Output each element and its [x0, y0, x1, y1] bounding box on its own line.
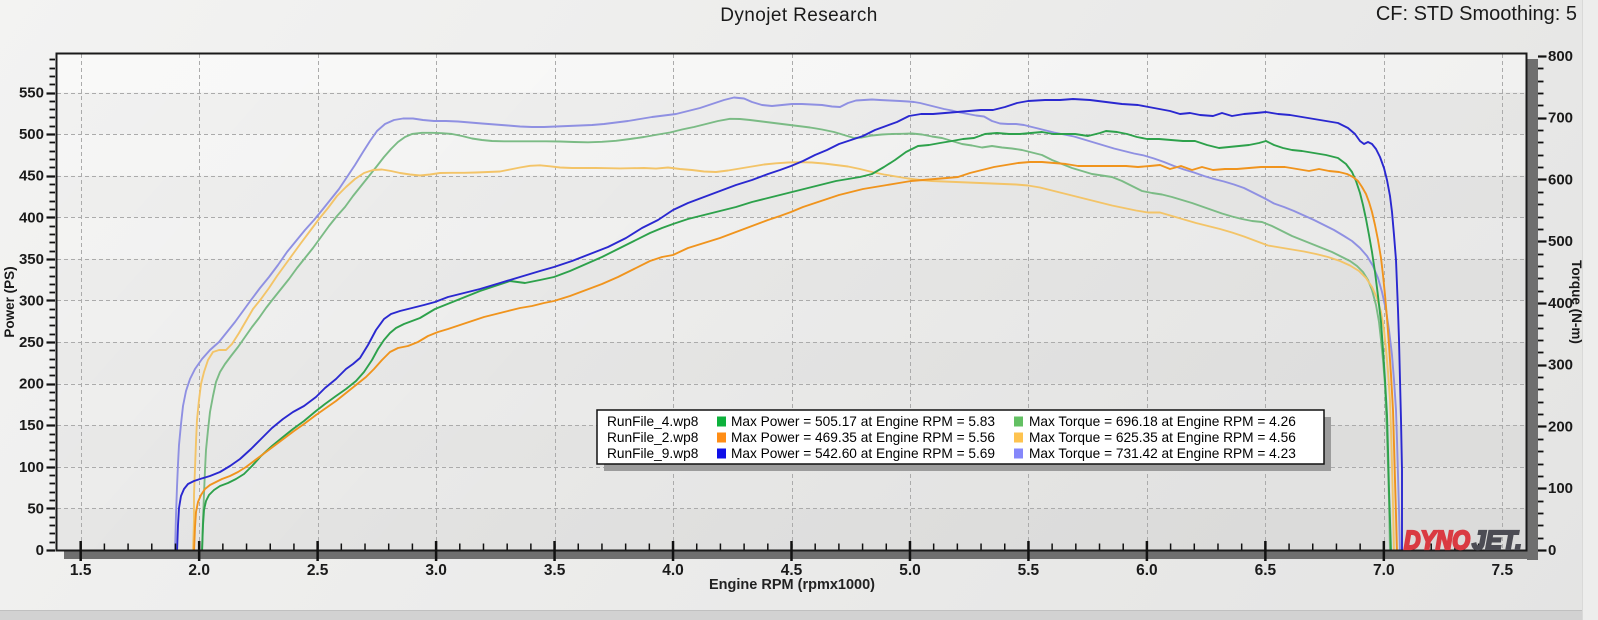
svg-text:4.0: 4.0 [662, 562, 684, 579]
svg-text:100: 100 [19, 459, 44, 476]
svg-text:100: 100 [1548, 480, 1573, 497]
svg-text:5.5: 5.5 [1018, 562, 1040, 579]
svg-text:Max Power = 505.17 at Engine R: Max Power = 505.17 at Engine RPM = 5.83 [731, 414, 995, 429]
svg-text:400: 400 [19, 209, 44, 226]
svg-text:3.5: 3.5 [544, 562, 566, 579]
svg-text:50: 50 [27, 500, 44, 517]
svg-text:500: 500 [1548, 233, 1573, 250]
svg-text:350: 350 [19, 251, 44, 268]
svg-text:0: 0 [1548, 542, 1556, 559]
svg-text:RunFile_4.wp8: RunFile_4.wp8 [607, 414, 699, 429]
svg-text:Power (PS): Power (PS) [2, 266, 17, 337]
svg-text:RunFile_9.wp8: RunFile_9.wp8 [607, 446, 699, 461]
svg-text:300: 300 [1548, 357, 1573, 374]
svg-text:300: 300 [19, 293, 44, 310]
svg-text:200: 200 [1548, 419, 1573, 436]
svg-text:500: 500 [19, 126, 44, 143]
svg-text:Torque (N-m): Torque (N-m) [1569, 260, 1584, 344]
svg-text:7.5: 7.5 [1492, 562, 1514, 579]
svg-text:2.5: 2.5 [307, 562, 329, 579]
svg-text:3.0: 3.0 [425, 562, 447, 579]
svg-text:Max Power = 469.35 at Engine R: Max Power = 469.35 at Engine RPM = 5.56 [731, 430, 995, 445]
svg-text:Max Torque = 731.42 at Engine: Max Torque = 731.42 at Engine RPM = 4.23 [1029, 446, 1296, 461]
svg-text:6.0: 6.0 [1136, 562, 1158, 579]
svg-text:Max Power = 542.60 at Engine R: Max Power = 542.60 at Engine RPM = 5.69 [731, 446, 995, 461]
svg-text:5.0: 5.0 [899, 562, 921, 579]
svg-text:DYNO: DYNO [1404, 525, 1470, 555]
svg-text:0: 0 [36, 542, 44, 559]
svg-text:4.5: 4.5 [781, 562, 803, 579]
svg-text:600: 600 [1548, 172, 1573, 189]
svg-text:250: 250 [19, 334, 44, 351]
svg-text:7.0: 7.0 [1373, 562, 1395, 579]
svg-text:Max Torque = 696.18 at Engine: Max Torque = 696.18 at Engine RPM = 4.26 [1029, 414, 1296, 429]
svg-text:JET.: JET. [1472, 525, 1522, 555]
svg-text:550: 550 [19, 85, 44, 102]
svg-text:400: 400 [1548, 295, 1573, 312]
svg-text:2.0: 2.0 [188, 562, 210, 579]
svg-text:1.5: 1.5 [70, 562, 92, 579]
svg-text:800: 800 [1548, 48, 1573, 65]
svg-text:200: 200 [19, 376, 44, 393]
svg-text:150: 150 [19, 417, 44, 434]
svg-text:Max Torque = 625.35 at Engine: Max Torque = 625.35 at Engine RPM = 4.56 [1029, 430, 1296, 445]
svg-text:450: 450 [19, 168, 44, 185]
svg-text:6.5: 6.5 [1255, 562, 1277, 579]
svg-text:700: 700 [1548, 110, 1573, 127]
svg-text:Engine RPM (rpmx1000): Engine RPM (rpmx1000) [709, 577, 875, 593]
svg-text:RunFile_2.wp8: RunFile_2.wp8 [607, 430, 699, 445]
